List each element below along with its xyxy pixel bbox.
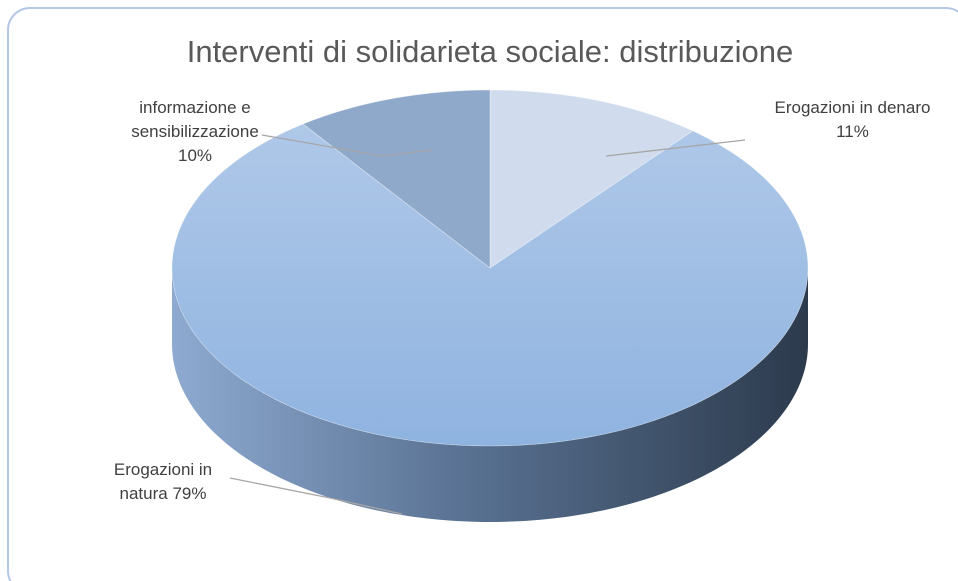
data-label: informazione e sensibilizzazione 10% — [100, 96, 290, 168]
leader-line — [261, 134, 433, 157]
slice — [171, 123, 809, 447]
slice — [489, 89, 694, 269]
data-label: Erogazioni in natura 79% — [88, 458, 238, 506]
slice-side — [172, 268, 808, 522]
value-label: 10% — [177, 146, 213, 165]
value-label: 11% — [836, 122, 869, 141]
slice — [302, 89, 491, 269]
chart-frame — [7, 7, 958, 581]
category-label: Erogazioni in denaro — [774, 98, 931, 117]
category-label: informazione e sensibilizzazione — [131, 98, 259, 141]
value-label: 79% — [172, 484, 207, 503]
category-label: Erogazioni in natura — [113, 460, 213, 503]
leader-line — [605, 139, 746, 157]
data-label: Erogazioni in denaro 11% — [745, 96, 958, 144]
leader-line — [229, 477, 403, 515]
chart-title: Interventi di solidarieta sociale: distr… — [186, 34, 794, 69]
